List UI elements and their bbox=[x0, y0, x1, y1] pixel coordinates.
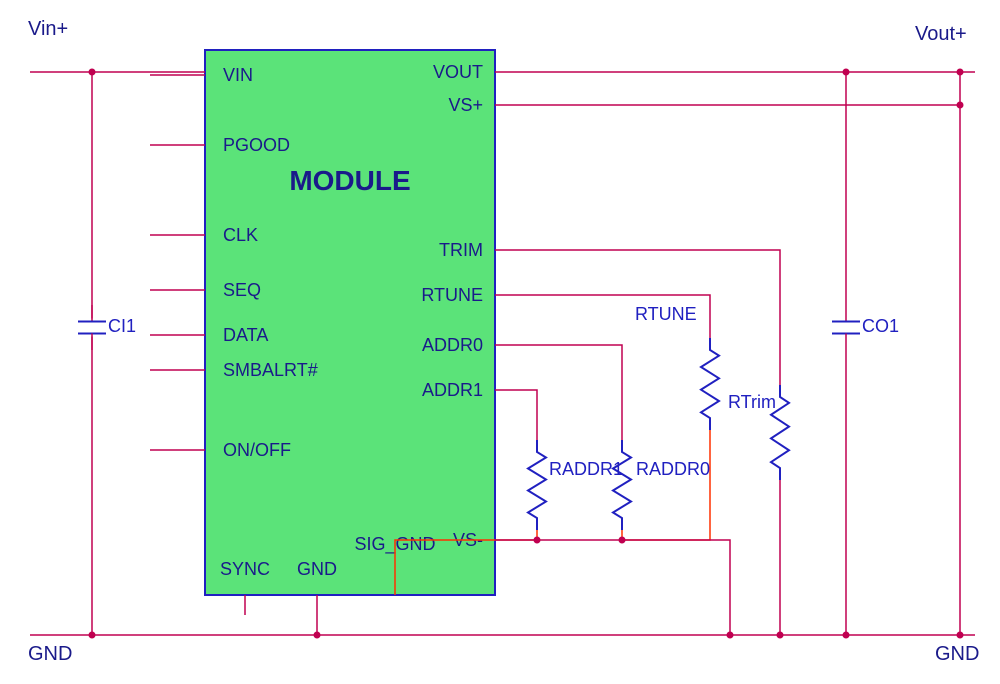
junction bbox=[619, 537, 626, 544]
bottom-pin-label: GND bbox=[297, 559, 337, 579]
net-label-vin: Vin+ bbox=[28, 18, 68, 40]
bottom-pin-label: SYNC bbox=[220, 559, 270, 579]
raddr0-resistor bbox=[613, 440, 631, 530]
left-pin-label: ON/OFF bbox=[223, 440, 291, 460]
wire-siggnd-bus3 bbox=[622, 505, 710, 540]
left-pin-label: SEQ bbox=[223, 280, 261, 300]
wire-addr0 bbox=[495, 345, 622, 440]
junction bbox=[843, 632, 850, 639]
junction bbox=[89, 69, 96, 76]
rtrim-label: RTrim bbox=[728, 392, 776, 412]
rtune-label: RTUNE bbox=[635, 304, 697, 324]
right-pin-label: ADDR0 bbox=[422, 335, 483, 355]
net-label-vout: Vout+ bbox=[915, 23, 967, 45]
left-pin-label: PGOOD bbox=[223, 135, 290, 155]
wire-vsminus bbox=[495, 540, 730, 635]
junction bbox=[957, 632, 964, 639]
ci1-label: CI1 bbox=[108, 316, 136, 336]
left-pin-label: DATA bbox=[223, 325, 268, 345]
left-pin-label: VIN bbox=[223, 65, 253, 85]
junction bbox=[843, 69, 850, 76]
junction bbox=[314, 632, 321, 639]
raddr1-resistor bbox=[528, 440, 546, 530]
left-pin-label: SMBALRT# bbox=[223, 360, 318, 380]
right-pin-label: RTUNE bbox=[421, 285, 483, 305]
net-label-gndR: GND bbox=[935, 643, 979, 665]
right-pin-label: TRIM bbox=[439, 240, 483, 260]
module-block bbox=[205, 50, 495, 595]
junction bbox=[89, 632, 96, 639]
rtune-resistor bbox=[701, 338, 719, 430]
wire-addr1 bbox=[495, 390, 537, 440]
right-pin-label: ADDR1 bbox=[422, 380, 483, 400]
right-pin-label: VOUT bbox=[433, 62, 483, 82]
right-pin-label: VS+ bbox=[448, 95, 483, 115]
left-pin-label: CLK bbox=[223, 225, 258, 245]
junction bbox=[957, 69, 964, 76]
junction bbox=[777, 632, 784, 639]
junction bbox=[727, 632, 734, 639]
raddr0-label: RADDR0 bbox=[636, 459, 710, 479]
co1-label: CO1 bbox=[862, 316, 899, 336]
junction bbox=[534, 537, 541, 544]
module-title: MODULE bbox=[289, 165, 410, 196]
net-label-gndL: GND bbox=[28, 643, 72, 665]
junction bbox=[957, 102, 964, 109]
raddr1-label: RADDR1 bbox=[549, 459, 623, 479]
